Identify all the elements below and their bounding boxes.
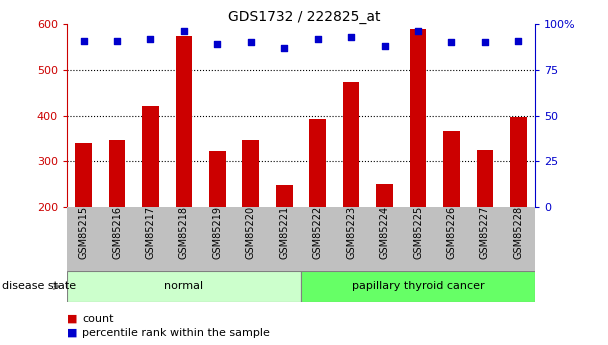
Text: GDS1732 / 222825_at: GDS1732 / 222825_at — [228, 10, 380, 24]
Bar — [343, 82, 359, 207]
Text: count: count — [82, 314, 114, 324]
Bar — [142, 106, 159, 207]
Point — [413, 29, 423, 34]
Bar — [443, 131, 460, 207]
Bar — [209, 151, 226, 207]
Point — [313, 36, 322, 41]
Bar — [109, 140, 125, 207]
Bar — [309, 119, 326, 207]
Bar — [376, 184, 393, 207]
Bar — [67, 271, 301, 302]
Text: percentile rank within the sample: percentile rank within the sample — [82, 328, 270, 338]
Text: papillary thyroid cancer: papillary thyroid cancer — [351, 282, 485, 291]
Point — [78, 38, 89, 43]
Point — [347, 34, 356, 40]
Text: ■: ■ — [67, 314, 77, 324]
Point — [513, 38, 523, 43]
Bar — [75, 143, 92, 207]
Point — [446, 40, 456, 45]
Point — [246, 40, 255, 45]
Point — [112, 38, 122, 43]
Bar — [276, 185, 292, 207]
Bar — [243, 140, 259, 207]
Point — [379, 43, 389, 49]
Point — [480, 40, 490, 45]
Bar — [510, 117, 527, 207]
Text: ■: ■ — [67, 328, 77, 338]
Bar — [477, 150, 493, 207]
Bar — [301, 271, 535, 302]
Text: normal: normal — [164, 282, 204, 291]
Point — [212, 41, 222, 47]
Point — [179, 29, 188, 34]
Text: disease state: disease state — [2, 282, 76, 291]
Point — [145, 36, 155, 41]
Bar — [410, 29, 426, 207]
Bar — [176, 36, 192, 207]
Point — [279, 45, 289, 51]
